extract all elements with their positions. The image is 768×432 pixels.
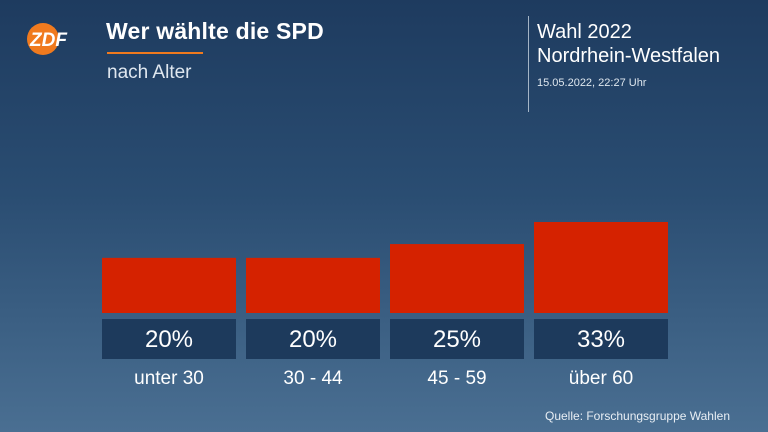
election-region: Nordrhein-Westfalen — [537, 45, 721, 67]
election-label: Wahl 2022 Nordrhein-Westfalen — [537, 20, 720, 68]
value-label-2: 25% — [433, 326, 481, 353]
bar-1 — [246, 257, 380, 313]
value-label-0: 20% — [145, 326, 193, 353]
value-box-0 — [102, 319, 236, 359]
zdf-logo-text: ZDF — [29, 30, 68, 51]
value-box-3 — [534, 319, 668, 359]
category-label-2: 45 - 59 — [427, 368, 486, 389]
timestamp: 15.05.2022, 22:27 Uhr — [537, 77, 647, 89]
value-label-1: 20% — [289, 326, 337, 353]
category-label-1: 30 - 44 — [283, 368, 343, 389]
value-box-1 — [246, 319, 380, 359]
value-label-3: 33% — [577, 326, 625, 353]
bar-2 — [390, 244, 524, 313]
category-label-0: unter 30 — [134, 368, 204, 389]
source-note: Quelle: Forschungsgruppe Wahlen — [545, 409, 730, 423]
title-underline — [107, 52, 203, 54]
zdf-logo: ZDF — [27, 23, 68, 55]
chart-title: Wer wählte die SPD — [106, 18, 324, 44]
header-divider — [528, 16, 529, 112]
chart-subtitle: nach Alter — [107, 62, 192, 83]
election-year: Wahl 2022 — [537, 21, 632, 43]
category-label-3: über 60 — [569, 368, 633, 389]
bar-3 — [534, 222, 668, 313]
value-box-2 — [390, 319, 524, 359]
bar-0 — [102, 257, 236, 313]
